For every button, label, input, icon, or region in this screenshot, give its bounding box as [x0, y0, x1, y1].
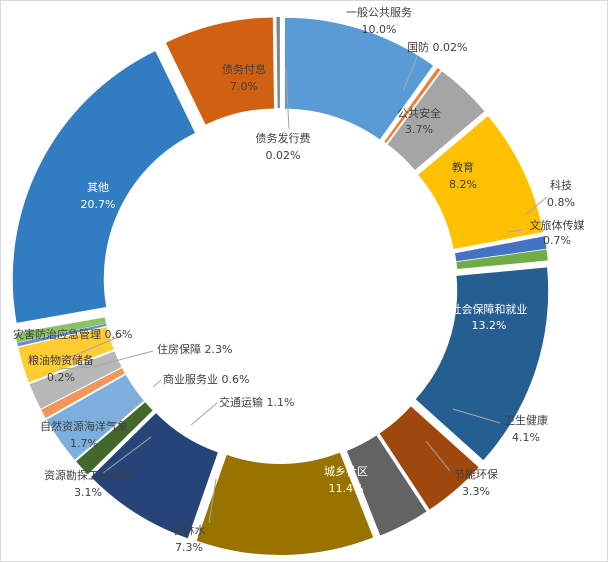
slice-8-leader-line	[452, 408, 501, 424]
slice-16-segment[interactable]	[18, 327, 114, 383]
slice-11-leader-line	[208, 478, 217, 524]
slice-12-label: 交通运输 1.1%	[219, 395, 294, 409]
slice-2-leader-line	[402, 56, 418, 92]
slice-14-segment[interactable]	[41, 367, 125, 419]
slice-19-value-label: 20.7%	[81, 198, 116, 211]
slice-1-segment[interactable]	[284, 17, 434, 140]
slice-18-label: 灾害防治应急管理 0.6%	[13, 327, 132, 341]
slice-7-value-label: 13.2%	[472, 319, 507, 332]
slice-19-category-label: 其他	[87, 181, 109, 194]
slice-1-category-label: 一般公共服务	[346, 6, 412, 19]
slice-9-segment[interactable]	[346, 435, 427, 536]
slice-15-category-label: 自然资源海洋气象	[40, 419, 128, 433]
slice-21-leader-line	[285, 68, 290, 130]
slice-7-segment[interactable]	[415, 267, 549, 461]
slice-16-leader-line	[92, 350, 154, 368]
slice-11-value-label: 7.3%	[175, 541, 203, 554]
slice-5-category-label: 科技	[550, 178, 572, 192]
slice-9-category-label: 节能环保	[454, 467, 498, 481]
slice-13-segment[interactable]	[46, 374, 144, 460]
slice-10-value-label: 11.4%	[329, 482, 364, 495]
slice-8-segment[interactable]	[379, 406, 479, 510]
slice-17-category-label: 粮油物资储备	[28, 353, 94, 367]
slice-4-category-label: 教育	[452, 160, 474, 174]
slice-1-value-label: 10.0%	[362, 23, 397, 36]
slice-4-segment[interactable]	[418, 116, 544, 249]
slice-14-label: 商业服务业 0.6%	[163, 372, 249, 386]
slice-6-value-label: 0.7%	[543, 234, 571, 247]
slice-20-category-label: 债务付息	[222, 62, 266, 76]
slice-13-category-label: 资源勘探工业信息	[44, 468, 132, 482]
slice-4-value-label: 8.2%	[449, 178, 477, 191]
slice-18-leader-line	[60, 334, 124, 362]
slice-6-segment[interactable]	[456, 249, 548, 270]
slice-21-category-label: 债务发行费	[256, 131, 311, 145]
slice-8-category-label: 卫生健康	[504, 413, 548, 427]
slice-18-segment[interactable]	[15, 317, 106, 343]
slice-17-segment[interactable]	[17, 323, 107, 347]
slice-12-segment[interactable]	[76, 402, 153, 475]
slice-20-value-label: 7.0%	[230, 80, 258, 93]
slice-20-segment[interactable]	[165, 17, 275, 125]
slice-3-value-label: 3.7%	[405, 123, 433, 136]
slice-17-value-label: 0.2%	[47, 371, 75, 384]
slice-11-segment[interactable]	[91, 413, 218, 539]
slice-7-category-label: 社会保障和就业	[451, 302, 528, 316]
slice-15-leader-line	[110, 398, 142, 426]
slice-10-segment[interactable]	[196, 452, 374, 555]
slice-21-value-label: 0.02%	[266, 149, 301, 162]
slice-5-leader-line	[524, 196, 548, 216]
slice-13-value-label: 3.1%	[74, 486, 102, 499]
slice-16-label: 住房保障 2.3%	[157, 342, 232, 356]
slice-6-leader-line	[506, 229, 524, 233]
slice-15-value-label: 1.7%	[70, 437, 98, 450]
slice-2-segment[interactable]	[384, 67, 441, 144]
slice-3-category-label: 公共安全	[397, 106, 441, 120]
slice-13-leader-line	[102, 436, 152, 474]
slice-3-segment[interactable]	[387, 71, 485, 170]
slice-6-category-label: 文旅体传媒	[530, 218, 585, 232]
slice-5-segment[interactable]	[454, 236, 547, 262]
slice-10-category-label: 城乡社区	[324, 464, 368, 478]
slice-11-category-label: 农林水	[173, 523, 206, 537]
slice-14-leader-line	[152, 379, 162, 388]
slice-2-label: 国防 0.02%	[407, 40, 467, 54]
slice-19-segment[interactable]	[12, 51, 196, 323]
slice-9-leader-line	[425, 440, 451, 472]
slice-8-value-label: 4.1%	[512, 431, 540, 444]
slice-9-value-label: 3.3%	[462, 485, 490, 498]
slice-12-leader-line	[190, 402, 218, 426]
slice-17-leader-line	[58, 366, 92, 370]
slice-5-value-label: 0.8%	[547, 196, 575, 209]
slice-21-segment[interactable]	[276, 17, 280, 109]
